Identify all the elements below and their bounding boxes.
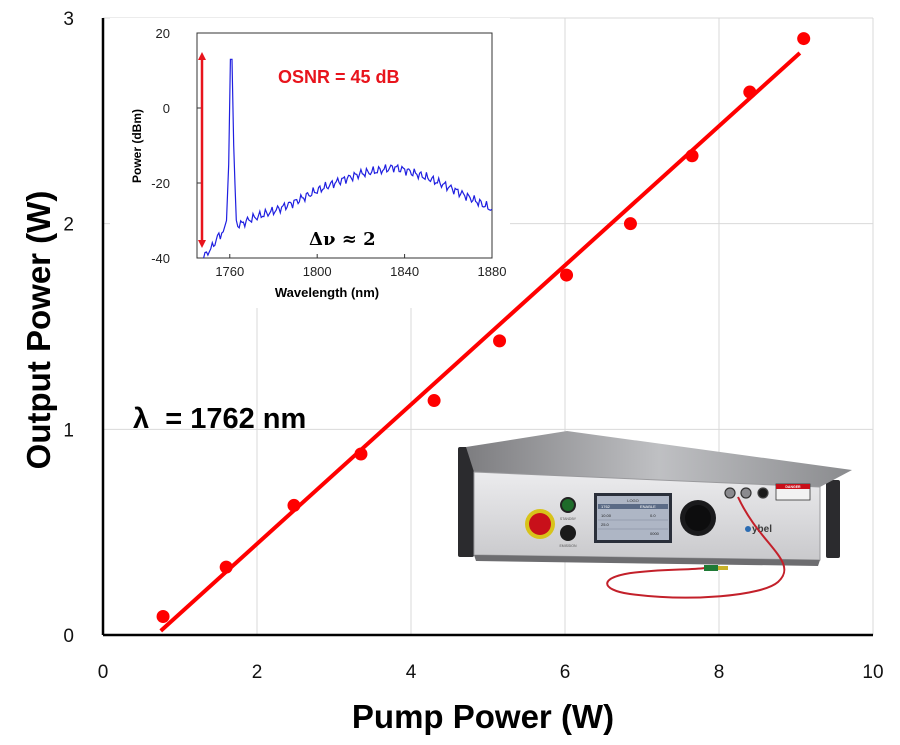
x-axis-title: Pump Power (W)	[352, 698, 614, 735]
data-point	[743, 85, 757, 99]
wavelength-annotation: λ = 1762 nm	[133, 403, 306, 435]
x-tick-label: 8	[714, 662, 725, 683]
brand-logo-mark	[745, 526, 751, 532]
linewidth-label: Δν ≈ 2	[309, 229, 376, 250]
inset-y-axis-title: Power (dBm)	[130, 109, 144, 183]
inset-x-tick-label: 1760	[215, 264, 244, 279]
laser-device-photo: STANDBY EMISSION LOGO 1762 ENABLE 10.00 …	[458, 431, 852, 599]
inset-x-tick-label: 1800	[303, 264, 332, 279]
y-tick-label: 2	[63, 215, 74, 236]
x-tick-label: 4	[406, 662, 417, 683]
inset-spectrum-line	[203, 58, 493, 259]
fiber-port-2	[740, 487, 752, 499]
device-top-cover	[466, 431, 852, 487]
y-tick-label: 0	[63, 626, 74, 647]
inset-x-tick-label: 1880	[478, 264, 507, 279]
display-value-1: 1762	[601, 504, 611, 509]
warning-label-header	[776, 484, 810, 489]
rack-ear-left	[458, 447, 474, 557]
display-header: LOGO	[627, 498, 639, 503]
emission-button	[560, 525, 576, 541]
data-point	[354, 447, 368, 461]
data-point	[156, 609, 170, 623]
data-point	[427, 394, 441, 408]
data-point	[493, 334, 507, 348]
x-tick-label: 0	[98, 662, 109, 683]
inset-x-axis-title: Wavelength (nm)	[275, 285, 379, 300]
inset-x-tick-label: 1840	[390, 264, 419, 279]
inset-series-line	[203, 58, 493, 259]
fit-line-layer	[159, 51, 802, 633]
data-point	[623, 217, 637, 231]
inset-y-tick-label: -40	[151, 251, 170, 266]
device-base	[474, 555, 820, 566]
data-points	[156, 32, 811, 623]
emission-label: EMISSION	[559, 544, 577, 548]
standby-label: STANDBY	[560, 517, 577, 521]
x-tick-label: 6	[560, 662, 571, 683]
brand-logo: ybel	[752, 524, 772, 535]
standby-button	[560, 497, 576, 513]
x-tick-label: 2	[252, 662, 263, 683]
fiber-port-3	[757, 487, 769, 499]
warning-label-text: DANGER	[785, 485, 801, 489]
fiber-patch-cord	[606, 496, 786, 599]
x-tick-label: 10	[862, 662, 883, 683]
inset-spectrum: 1760 1800 1840 1880 20 0 -20 -40 OSNR = 45 dB Δ…	[110, 18, 510, 308]
display-value-5: 25.0	[601, 522, 610, 527]
inset-tick-labels: 1760 1800 1840 1880 20 0 -20 -40	[151, 26, 506, 279]
fiber-connector	[704, 565, 718, 571]
display-screen	[597, 496, 669, 540]
inset-y-tick-label: -20	[151, 176, 170, 191]
rack-ear-right	[826, 480, 840, 558]
inset-y-tick-label: 0	[163, 101, 170, 116]
data-point	[797, 32, 811, 46]
osnr-label: OSNR = 45 dB	[278, 67, 400, 87]
display-value-6: 0000	[650, 531, 660, 536]
data-point	[219, 560, 233, 574]
y-axis-title: Output Power (W)	[20, 191, 57, 470]
emergency-stop-button	[529, 513, 551, 535]
display-value-2: ENABLE	[640, 504, 656, 509]
control-knob-center	[685, 505, 711, 531]
y-tick-label: 3	[63, 9, 74, 30]
inset-background	[110, 18, 510, 308]
fiber-connector-tip	[718, 566, 728, 570]
fit-line	[159, 51, 802, 633]
data-point	[685, 149, 699, 163]
inset-y-tick-label: 20	[156, 26, 170, 41]
y-tick-label: 1	[63, 420, 74, 441]
display-value-3: 10.00	[601, 513, 612, 518]
main-tick-labels: 0 2 4 6 8 10 0 1 2 3	[63, 9, 883, 683]
main-axes	[101, 18, 873, 637]
display-value-4: 0.0	[650, 513, 656, 518]
fiber-port-1	[724, 487, 736, 499]
data-point	[287, 498, 301, 512]
inset-frame	[196, 32, 493, 259]
display-row-highlight	[598, 504, 668, 509]
data-point	[560, 268, 574, 282]
